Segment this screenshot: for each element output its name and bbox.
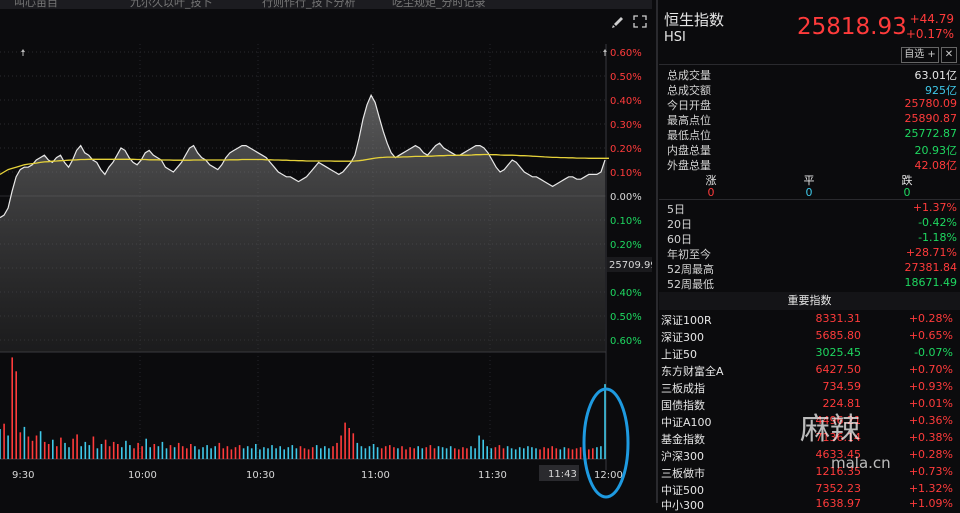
index-row[interactable]: 上证50 3025.45 -0.07% <box>661 346 953 361</box>
price-area <box>0 95 605 352</box>
time-tick-label: 10:30 <box>246 470 275 481</box>
intraday-chart[interactable]: 0.60% 0.50% 0.40% 0.30% 0.20% 0.10% 0.00% 0.10%… <box>0 0 652 503</box>
divider <box>659 64 960 65</box>
time-axis: 9:30 10:00 10:30 11:00 11:30 12:00 <box>12 470 623 481</box>
index-row[interactable]: 基金指数 7136.14 +0.38% <box>661 431 953 446</box>
stat-row: 今日开盘 25780.09 <box>667 97 957 112</box>
cursor-time-label: 11:43 <box>548 469 577 480</box>
index-row[interactable]: 中证500 7352.23 +1.32% <box>661 482 953 497</box>
pct-tick-label: 0.30% <box>610 120 642 131</box>
flat-count-label: 平 <box>803 174 815 187</box>
stat-row: 外盘总量 42.08亿 <box>667 159 957 172</box>
period-row: 60日 -1.18% <box>667 231 957 246</box>
pct-axis: 0.60% 0.50% 0.40% 0.30% 0.20% 0.10% 0.00% 0.10%… <box>610 48 642 347</box>
period-row: 52周最低 18671.49 <box>667 276 957 291</box>
pct-tick-label: 0.00% <box>610 192 642 203</box>
highlight-ellipse <box>582 387 630 499</box>
pct-tick-label: 0.50% <box>610 72 642 83</box>
tab-item[interactable]: 叫心苗目 <box>14 0 58 9</box>
down-count: 0 <box>903 186 911 199</box>
cursor-marker-right[interactable] <box>603 49 607 56</box>
period-row: 5日 +1.37% <box>667 201 957 216</box>
brush-icon[interactable] <box>612 17 623 28</box>
index-row[interactable]: 三板成指 734.59 +0.93% <box>661 380 953 395</box>
pct-tick-label: 0.60% <box>610 48 642 59</box>
flat-count: 0 <box>805 186 813 199</box>
pct-tick-label: 0.20% <box>610 144 642 155</box>
price-line <box>0 93 606 219</box>
tab-item[interactable]: 行则作行_技卜分析 <box>262 0 356 9</box>
cursor-marker-left[interactable] <box>21 49 25 56</box>
index-row[interactable]: 中证A100 4496.21 +0.36% <box>661 414 953 429</box>
pct-tick-label: 0.10% <box>610 168 642 179</box>
index-row[interactable]: 深证300 5685.80 +0.65% <box>661 329 953 344</box>
pct-tick-label: 0.10% <box>610 216 642 227</box>
cursor-time-bg <box>539 465 579 481</box>
time-tick-label: 11:00 <box>361 470 390 481</box>
index-change: +44.79 +0.17% <box>906 12 954 42</box>
stat-row: 最低点位 25772.87 <box>667 127 957 142</box>
pct-tick-label: 0.40% <box>610 288 642 299</box>
index-row[interactable]: 东方财富全A 6427.50 +0.70% <box>661 363 953 378</box>
index-row[interactable]: 国债指数 224.81 +0.01% <box>661 397 953 412</box>
panel-divider[interactable] <box>656 0 658 503</box>
base-price-tag-bg <box>607 257 652 272</box>
pct-tick-label: 0.50% <box>610 312 642 323</box>
period-row: 52周最高 27381.84 <box>667 261 957 276</box>
up-count-label: 涨 <box>705 174 717 187</box>
up-count: 0 <box>707 186 715 199</box>
tab-item[interactable]: 九尔久以叶_技卜 <box>130 0 213 9</box>
index-row[interactable]: 三板做市 1216.35 +0.73% <box>661 465 953 480</box>
time-tick-label: 12:00 <box>594 470 623 481</box>
important-indices-title: 重要指数 <box>659 292 960 310</box>
volume-bars <box>0 357 606 459</box>
divider <box>659 199 960 200</box>
period-row: 20日 -0.42% <box>667 216 957 231</box>
close-icon[interactable]: ✕ <box>941 47 957 63</box>
time-tick-label: 11:30 <box>478 470 507 481</box>
index-code: HSI <box>664 30 686 45</box>
pct-tick-label: 0.40% <box>610 96 642 107</box>
pct-tick-label: 0.20% <box>610 240 642 251</box>
stat-row: 最高点位 25890.87 <box>667 112 957 127</box>
quote-panel: 恒生指数 HSI 25818.93 +44.79 +0.17% 自选 + ✕ 总… <box>659 0 960 512</box>
tab-item[interactable]: 吃尘规矩_分时记录 <box>392 0 486 9</box>
average-line <box>0 153 609 175</box>
index-price: 25818.93 <box>797 14 907 40</box>
change-points: +44.79 <box>909 12 954 26</box>
price-lines <box>0 93 609 352</box>
watermark-logo: 麻辣 <box>800 412 860 447</box>
base-price-label: 25709.99 <box>609 260 652 271</box>
stat-row: 内盘总量 20.93亿 <box>667 144 957 157</box>
down-count-label: 跌 <box>901 174 913 187</box>
time-tick-label: 9:30 <box>12 470 34 481</box>
tab-strip: 叫心苗目 九尔久以叶_技卜 行则作行_技卜分析 吃尘规矩_分时记录 <box>0 0 652 9</box>
index-row[interactable]: 深证100R 8331.31 +0.28% <box>661 312 953 327</box>
stat-row: 总成交量 63.01亿 <box>667 69 957 82</box>
pct-tick-label: 0.60% <box>610 336 642 347</box>
index-row[interactable]: 沪深300 4633.45 +0.28% <box>661 448 953 463</box>
add-watchlist-button[interactable]: 自选 + <box>901 47 939 63</box>
index-row[interactable]: 中小300 1638.97 +1.09% <box>661 497 953 512</box>
change-percent: +0.17% <box>905 27 954 41</box>
index-name: 恒生指数 <box>664 11 725 29</box>
period-row: 年初至今 +28.71% <box>667 246 957 261</box>
watermark-text: mala.cn <box>831 454 891 472</box>
fullscreen-icon[interactable] <box>633 15 647 28</box>
time-tick-label: 10:00 <box>128 470 157 481</box>
stat-row: 总成交额 925亿 <box>667 84 957 97</box>
